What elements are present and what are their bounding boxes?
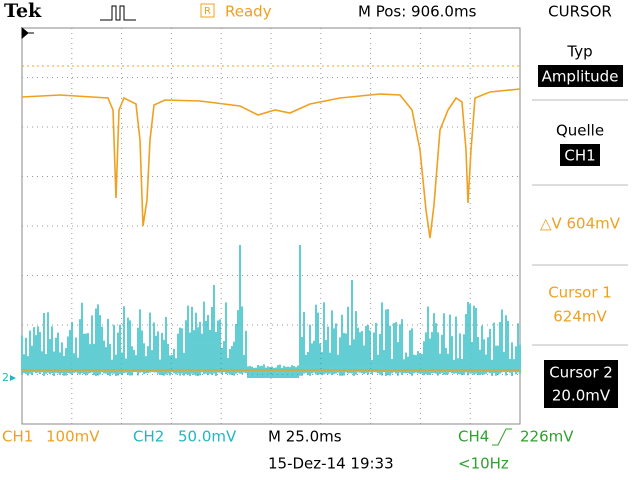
delta-readout: △V 604mV bbox=[540, 215, 621, 233]
trigger-pos bbox=[21, 26, 34, 40]
ch1-label: CH1 bbox=[2, 428, 33, 446]
status: Ready bbox=[225, 3, 272, 21]
type-label: Typ bbox=[566, 43, 592, 61]
position: M Pos: 906.0ms bbox=[358, 3, 477, 21]
acq-icon bbox=[100, 5, 136, 21]
cursor2-value[interactable]: 20.0mV bbox=[552, 387, 611, 405]
status-icon bbox=[200, 3, 215, 18]
frequency: <10Hz bbox=[458, 455, 509, 473]
type-value-box bbox=[538, 65, 623, 87]
ch2-spikes bbox=[21, 245, 521, 378]
source-label: Quelle bbox=[556, 122, 604, 140]
cursor2-box bbox=[544, 360, 618, 408]
ch1-scale: 100mV bbox=[46, 428, 100, 446]
ch2-scale: 50.0mV bbox=[178, 428, 237, 446]
trigger-source: CH4 bbox=[458, 428, 489, 446]
type-value[interactable]: Amplitude bbox=[542, 68, 619, 86]
status-icon-letter: R bbox=[204, 6, 211, 17]
source-value-box bbox=[560, 144, 600, 166]
slope-icon bbox=[492, 428, 512, 446]
ch1-trace bbox=[21, 88, 521, 239]
brand: Tek bbox=[4, 0, 42, 22]
trigger-level: 226mV bbox=[520, 428, 574, 446]
ground-marker: 2 bbox=[2, 371, 9, 384]
source-value[interactable]: CH1 bbox=[564, 147, 595, 165]
ground-arrow bbox=[10, 375, 16, 381]
cursor1-value: 624mV bbox=[553, 308, 607, 326]
timebase: M 25.0ms bbox=[268, 428, 342, 446]
ch2-trace bbox=[21, 245, 521, 378]
datetime: 15-Dez-14 19:33 bbox=[268, 455, 394, 473]
menu-title: CURSOR bbox=[548, 3, 612, 21]
ch2-label: CH2 bbox=[133, 428, 164, 446]
cursor1-label: Cursor 1 bbox=[548, 284, 612, 302]
cursor2-label[interactable]: Cursor 2 bbox=[549, 364, 613, 382]
